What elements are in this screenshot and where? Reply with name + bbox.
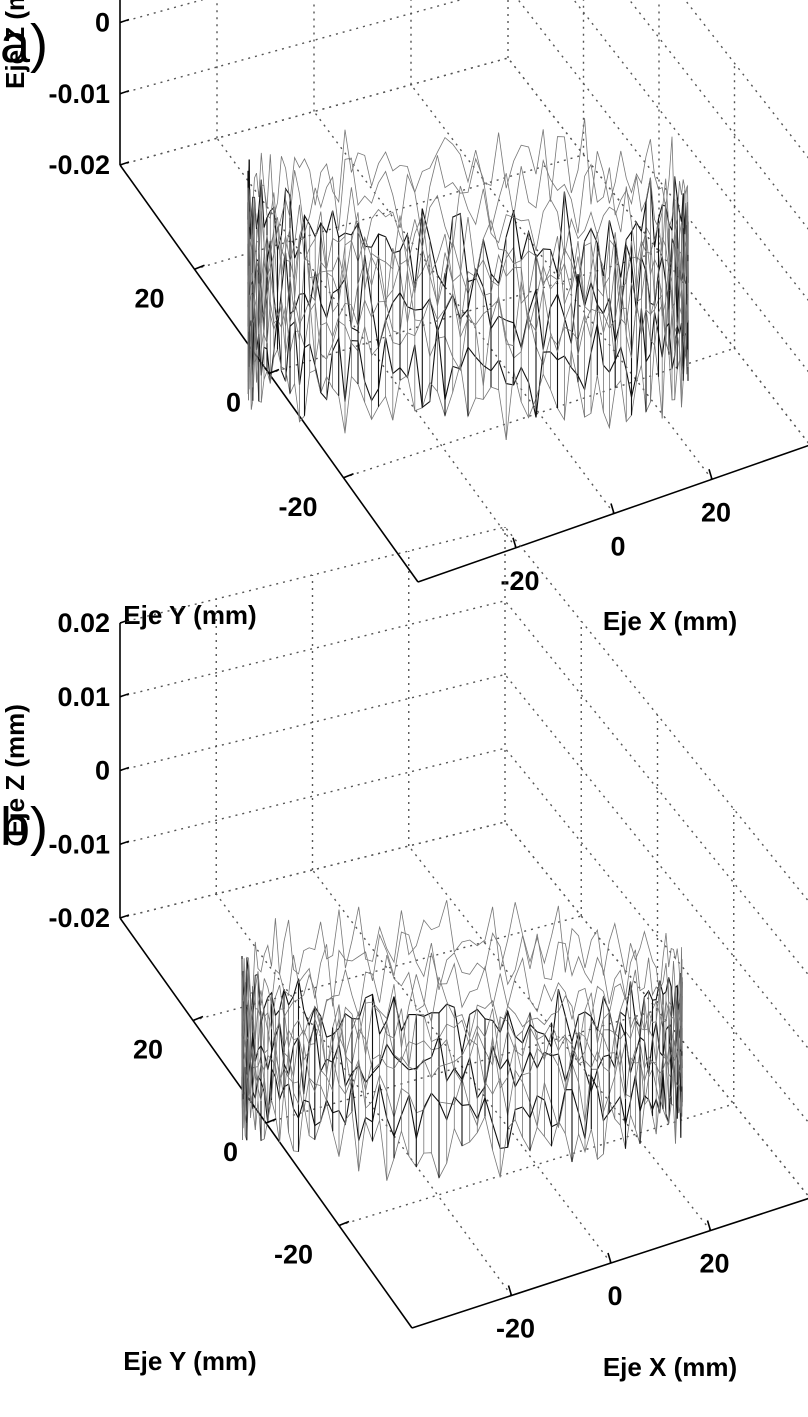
z-gridline <box>119 0 808 373</box>
surface-back-row <box>241 1033 683 1129</box>
y-tick <box>192 1015 204 1022</box>
z-tick <box>119 89 130 95</box>
z-gridline <box>119 673 808 1050</box>
surface-back-row <box>241 931 683 1029</box>
z-tick <box>119 914 130 919</box>
z-tick-label: 0 <box>95 8 110 38</box>
x-tick <box>607 1252 612 1264</box>
z-tick <box>119 161 130 166</box>
surface-back-row <box>241 900 683 1005</box>
panel-label: b) <box>0 797 48 857</box>
z-axis-label: Eje Z (mm) <box>0 704 30 837</box>
surface-wireframe <box>241 900 683 1181</box>
z-tick-label: -0.01 <box>48 829 110 859</box>
z-tick-label: 0 <box>95 756 110 786</box>
surface-back-row <box>247 248 689 364</box>
x-tick <box>706 1220 712 1231</box>
y-tick-label: 0 <box>226 388 241 418</box>
z-tick-label: -0.02 <box>48 150 110 180</box>
floor-gridline <box>343 347 735 479</box>
x-tick <box>507 1285 513 1296</box>
z-tick <box>119 692 130 698</box>
y-axis-label: Eje Y (mm) <box>123 600 256 630</box>
x-tick-label: 20 <box>699 1249 729 1279</box>
x-tick-label: 0 <box>610 532 625 562</box>
x-axis-label: Eje X (mm) <box>603 606 737 636</box>
surface-back-row <box>247 185 689 305</box>
z-tick <box>119 619 130 624</box>
floor-gridline <box>408 845 712 1231</box>
y-tick-label: 20 <box>134 283 164 313</box>
grid-lines <box>119 526 808 1296</box>
x-tick <box>610 503 615 514</box>
surface-back-row <box>247 118 689 231</box>
x-tick-label: 20 <box>701 497 731 527</box>
surface-back-row <box>247 155 689 277</box>
surface-back-row <box>241 974 683 1086</box>
z-gridline <box>119 526 808 902</box>
surface-back-row <box>247 212 689 325</box>
z-tick <box>119 766 130 772</box>
y-tick <box>194 264 205 270</box>
surface-wireframe <box>247 118 689 440</box>
z-tick-label: 0.01 <box>57 682 110 712</box>
y-tick-label: -20 <box>274 1240 313 1270</box>
z-gridline <box>628 0 808 230</box>
surface-back-row <box>241 1004 683 1104</box>
panel-b: b) 0.02 0.01 0 -0.01 -0.02 20 0 -20 -20 0 20 Eje Y (… <box>0 526 808 1382</box>
floor-gridline <box>194 154 584 270</box>
z-gridline <box>119 0 808 302</box>
x-axis-label: Eje X (mm) <box>603 1352 737 1382</box>
surface-back-row <box>241 952 683 1052</box>
y-tick <box>268 368 280 375</box>
z-tick <box>119 840 130 846</box>
z-gridline <box>684 0 808 159</box>
x-tick <box>512 537 517 548</box>
y-tick-label: -20 <box>278 492 317 522</box>
panel-label: a) <box>0 14 48 74</box>
z-tick-label: -0.02 <box>48 903 110 933</box>
z-tick-label: -0.01 <box>48 79 110 109</box>
floor-back-edge <box>119 57 808 444</box>
z-gridline <box>119 747 808 1123</box>
y-tick <box>343 473 354 479</box>
y-tick <box>265 1118 277 1124</box>
x-tick-label: -20 <box>500 566 539 596</box>
surface-back-row <box>247 270 689 395</box>
floor-gridline <box>410 84 713 480</box>
z-gridline <box>119 599 808 976</box>
y-tick-label: 20 <box>133 1035 163 1065</box>
x-tick-label: 0 <box>607 1281 622 1311</box>
floor-gridline <box>268 250 660 375</box>
z-axis-label: Eje Z (mm) <box>0 0 30 89</box>
floor-gridline <box>216 137 517 549</box>
y-tick-label: 0 <box>223 1137 238 1167</box>
y-tick <box>338 1220 350 1227</box>
floor-gridline <box>338 1103 734 1227</box>
z-tick <box>119 18 130 24</box>
z-tick-label: 0.02 <box>57 608 110 638</box>
y-axis-label: Eje Y (mm) <box>123 1346 256 1376</box>
grid-lines <box>119 0 808 549</box>
x-tick <box>708 469 713 480</box>
x-tick-label: -20 <box>496 1314 535 1344</box>
